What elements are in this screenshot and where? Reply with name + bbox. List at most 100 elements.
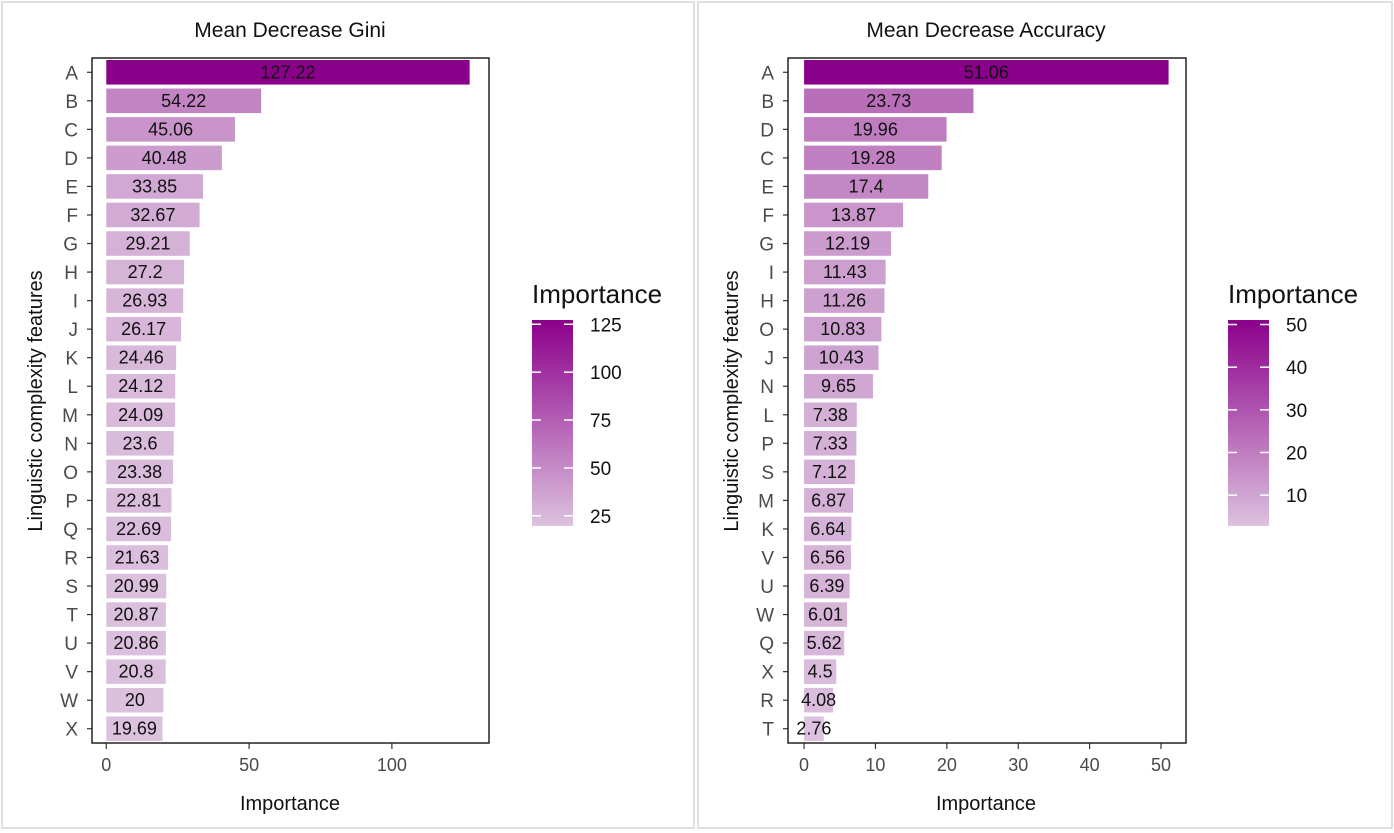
accuracy-category-d: D (760, 120, 774, 141)
accuracy-legend-label-50: 50 (1286, 316, 1307, 337)
accuracy-category-t: T (762, 720, 774, 741)
gini-bar-label-k: 24.46 (119, 348, 164, 368)
accuracy-bar-label-d: 19.96 (853, 119, 898, 139)
accuracy-bar-label-s: 7.12 (812, 462, 847, 482)
gini-x-axis-title: Importance (240, 793, 340, 815)
gini-bar-x (106, 716, 163, 742)
gini-category-q: Q (63, 520, 78, 541)
gini-legend-label-25: 25 (590, 507, 611, 528)
accuracy-category-i: I (769, 263, 774, 284)
accuracy-bar-label-r: 4.08 (801, 690, 836, 710)
accuracy-bar-u (804, 573, 850, 599)
gini-category-n: N (64, 434, 78, 455)
accuracy-bar-t (804, 716, 824, 742)
gini-bar-f (106, 202, 200, 228)
gini-bar-w (106, 687, 164, 713)
gini-category-p: P (65, 491, 78, 512)
gini-category-b: B (65, 92, 78, 113)
gini-category-x: X (65, 720, 78, 741)
accuracy-x-tick-30: 30 (1008, 755, 1028, 775)
accuracy-category-f: F (762, 206, 774, 227)
gini-bar-label-b: 54.22 (161, 91, 206, 111)
gini-bar-v (106, 659, 166, 684)
gini-category-f: F (66, 206, 78, 227)
accuracy-category-p: P (761, 434, 774, 455)
accuracy-bar-k (804, 516, 852, 542)
accuracy-bar-labels: 51.06 23.73 19.96 19.28 17.4 13.87 12.19 11.43 1… (796, 62, 1008, 738)
accuracy-bar-c (804, 145, 942, 171)
accuracy-bar-o (804, 316, 882, 342)
gini-bar-label-a: 127.22 (260, 62, 315, 82)
accuracy-x-tick-40: 40 (1080, 755, 1100, 775)
accuracy-x-axis-title: Importance (936, 793, 1036, 815)
gini-category-m: M (62, 406, 78, 427)
gini-category-g: G (63, 235, 78, 256)
gini-legend-label-125: 125 (590, 315, 622, 336)
gini-category-r: R (64, 548, 78, 569)
gini-bar-label-x: 19.69 (112, 719, 157, 739)
gini-bar-k (106, 345, 177, 370)
accuracy-category-m: M (758, 491, 774, 512)
gini-category-v: V (65, 663, 78, 684)
gini-x-tick-0: 0 (101, 755, 111, 775)
accuracy-bar-label-p: 7.33 (813, 433, 848, 453)
accuracy-bar-i (804, 259, 886, 285)
accuracy-x-ticks: 0 10 20 30 40 50 (799, 743, 1171, 775)
gini-bar-labels: 127.22 54.22 45.06 40.48 33.85 32.67 29.21 27.2… (112, 62, 316, 738)
accuracy-category-g: G (759, 235, 774, 256)
gini-bar-label-e: 33.85 (132, 176, 177, 196)
gini-category-w: W (60, 691, 78, 712)
accuracy-legend-ticks: 10 20 30 40 50 (1228, 316, 1307, 507)
gini-bar-g (106, 231, 190, 256)
gini-bar-c (106, 117, 235, 142)
accuracy-bar-s (804, 459, 855, 485)
accuracy-category-b: B (761, 92, 774, 113)
accuracy-bar-label-k: 6.64 (810, 519, 845, 539)
gini-bar-r (106, 545, 169, 570)
accuracy-bar-label-g: 12.19 (825, 234, 870, 254)
gini-bar-label-u: 20.86 (114, 633, 159, 653)
accuracy-bar-e (804, 174, 929, 199)
accuracy-category-x: X (761, 663, 774, 684)
accuracy-bar-q (804, 630, 845, 656)
accuracy-plot-border (787, 57, 1187, 744)
gini-bar-u (106, 630, 166, 656)
accuracy-bar-label-a: 51.06 (964, 62, 1009, 82)
gini-bar-e (106, 174, 203, 199)
accuracy-bar-a (804, 60, 1169, 85)
accuracy-category-q: Q (759, 634, 774, 655)
accuracy-legend-label-40: 40 (1286, 358, 1307, 379)
gini-bar-a (106, 60, 470, 85)
gini-legend-title: Importance (532, 279, 662, 309)
gini-category-c: C (64, 120, 78, 141)
accuracy-legend-label-10: 10 (1286, 486, 1307, 507)
accuracy-panel: Mean Decrease Accuracy Importance Lingui… (697, 1, 1393, 829)
gini-category-d: D (64, 149, 78, 170)
accuracy-category-s: S (761, 463, 774, 484)
accuracy-category-v: V (761, 548, 774, 569)
gini-bar-b (106, 88, 262, 114)
accuracy-bar-m (804, 488, 854, 513)
accuracy-category-k: K (761, 520, 774, 541)
gini-x-tick-100: 100 (377, 755, 407, 775)
gini-category-s: S (65, 577, 78, 598)
gini-bar-label-v: 20.8 (118, 662, 153, 682)
accuracy-bar-r (804, 687, 834, 713)
gini-chart-title: Mean Decrease Gini (194, 19, 385, 42)
accuracy-bar-v (804, 545, 851, 570)
gini-bar-label-c: 45.06 (148, 119, 193, 139)
gini-bar-label-n: 23.6 (122, 433, 157, 453)
accuracy-bar-l (804, 402, 857, 428)
accuracy-bar-label-u: 6.39 (809, 576, 844, 596)
gini-x-ticks: 0 50 100 (101, 743, 407, 775)
gini-category-u: U (64, 634, 78, 655)
gini-legend-colorbar (532, 320, 573, 526)
gini-bar-label-h: 27.2 (128, 262, 163, 282)
gini-bars (106, 60, 470, 742)
gini-bar-label-i: 26.93 (122, 291, 167, 311)
accuracy-bar-j (804, 345, 879, 370)
accuracy-category-w: W (756, 606, 774, 627)
